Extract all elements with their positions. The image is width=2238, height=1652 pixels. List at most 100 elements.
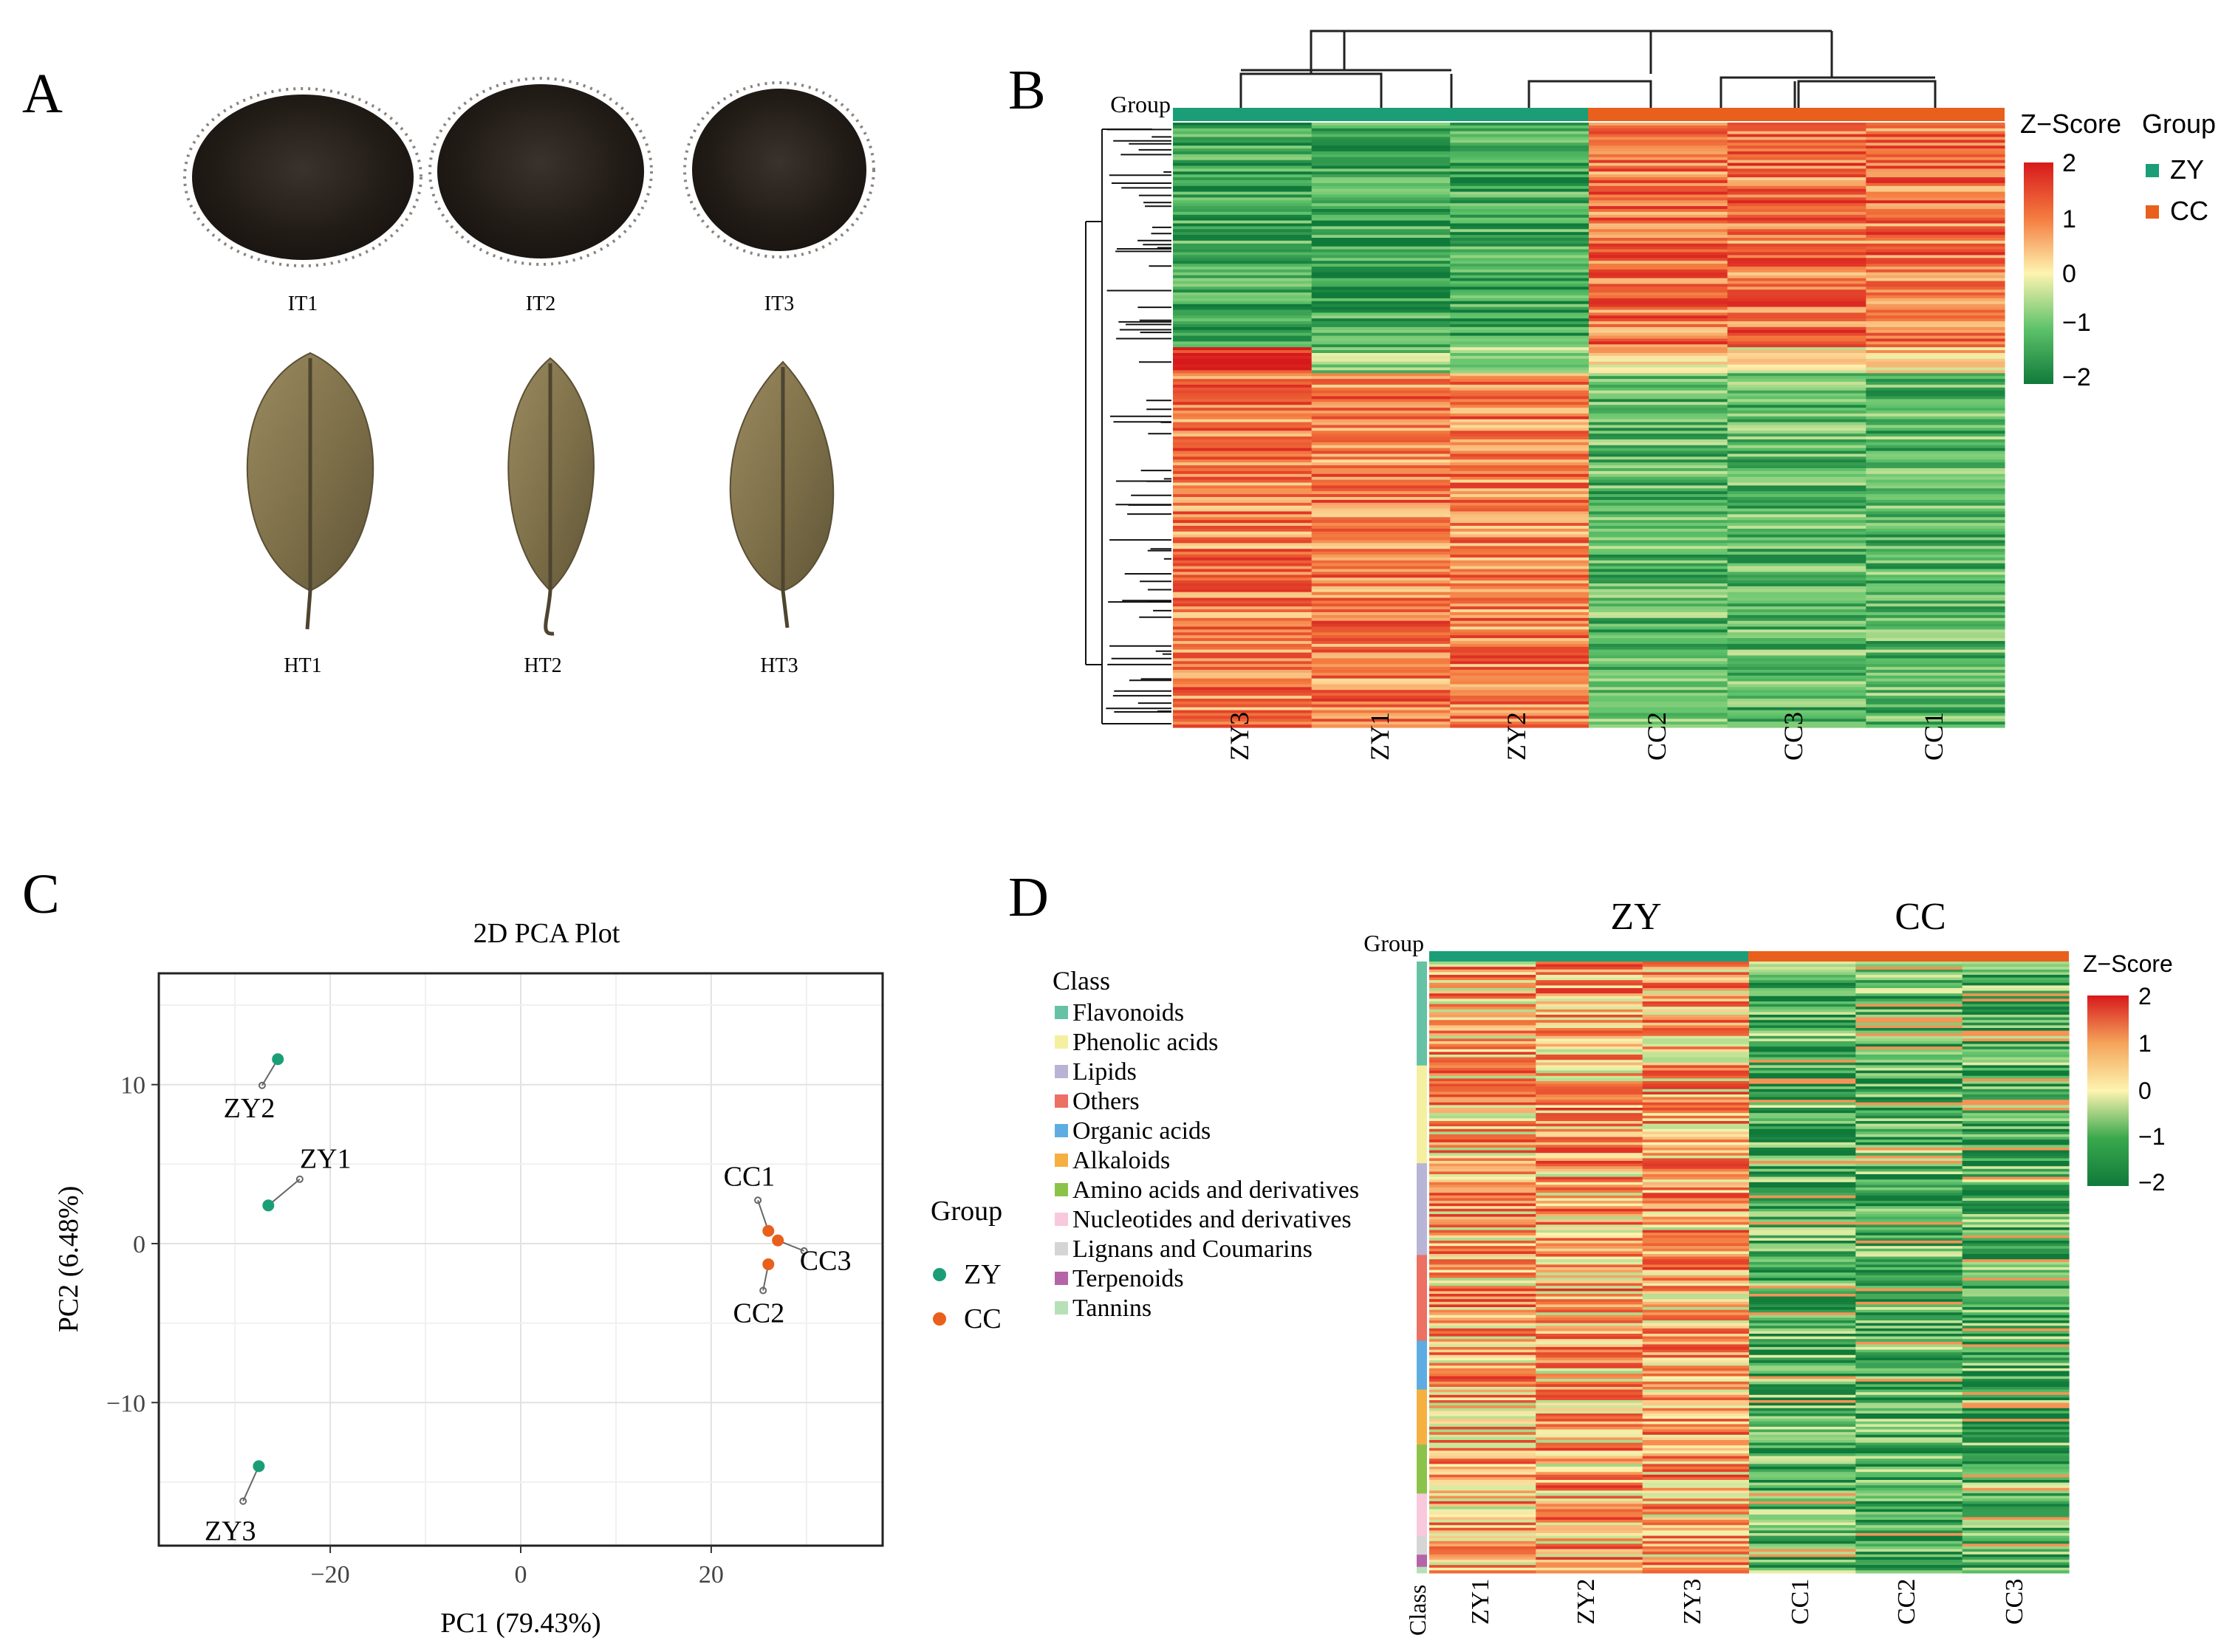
heat-cell-d: [1855, 1155, 1963, 1159]
heat-cell-b: [1866, 491, 2005, 495]
heat-cell-d: [1536, 1349, 1643, 1353]
heat-cell-d: [1429, 1254, 1536, 1258]
heat-cell-d: [1855, 1294, 1963, 1298]
heat-cell-d: [1429, 1411, 1536, 1414]
heat-cell-d: [1962, 1440, 2070, 1444]
heat-cell-b: [1311, 165, 1451, 169]
heat-cell-b: [1866, 646, 2005, 651]
heat-cell-b: [1173, 358, 1313, 363]
heat-cell-d: [1962, 1030, 2070, 1034]
heat-cell-b: [1727, 235, 1866, 239]
heat-cell-d: [1429, 1187, 1536, 1191]
heat-cell-b: [1173, 710, 1313, 714]
heat-cell-b: [1866, 370, 2005, 374]
sample-label-d-5: CC2: [1893, 1579, 1920, 1625]
heat-cell-d: [1962, 1349, 2070, 1353]
heat-cell-d: [1536, 1110, 1643, 1114]
heat-cell-b: [1866, 575, 2005, 578]
heat-cell-b: [1311, 609, 1451, 613]
heat-cell-d: [1642, 998, 1750, 1002]
heat-cell-b: [1727, 470, 1866, 475]
heat-cell-d: [1429, 1520, 1536, 1524]
heat-cell-d: [1536, 1176, 1643, 1180]
heat-cell-d: [1642, 1057, 1750, 1060]
heat-cell-d: [1855, 1453, 1963, 1457]
heat-cell-b: [1311, 563, 1451, 567]
heat-cell-b: [1311, 572, 1451, 575]
heat-cell-b: [1589, 453, 1728, 457]
heat-cell-d: [1642, 1554, 1750, 1557]
heat-cell-d: [1962, 1570, 2070, 1574]
heat-cell-d: [1429, 982, 1536, 986]
heat-cell-d: [1749, 1108, 1856, 1111]
heat-cell-d: [1642, 1477, 1750, 1481]
heat-cell-d: [1536, 1467, 1643, 1470]
heat-cell-d: [1429, 1360, 1536, 1364]
heat-cell-b: [1311, 724, 1451, 728]
heat-cell-d: [1536, 1185, 1643, 1188]
heat-cell-d: [1962, 1123, 2070, 1127]
heat-cell-d: [1855, 1248, 1963, 1252]
heat-cell-b: [1866, 341, 2005, 345]
heat-cell-b: [1866, 255, 2005, 258]
heat-cell-b: [1450, 606, 1589, 610]
group-row-label-d: Group: [1363, 930, 1424, 956]
heat-cell-b: [1866, 508, 2005, 513]
heat-cell-d: [1749, 1267, 1856, 1271]
heat-cell-b: [1311, 387, 1451, 391]
heat-cell-d: [1962, 1514, 2070, 1518]
heat-cell-d: [1429, 1392, 1536, 1396]
heat-cell-d: [1962, 1482, 2070, 1486]
heat-cell-b: [1450, 528, 1589, 532]
heat-cell-d: [1642, 1001, 1750, 1005]
heat-cell-b: [1311, 269, 1451, 273]
heat-cell-d: [1642, 1522, 1750, 1526]
heat-cell-d: [1962, 1267, 2070, 1271]
heat-cell-d: [1642, 977, 1750, 981]
heat-cell-d: [1749, 1387, 1856, 1391]
heat-cell-b: [1173, 123, 1313, 126]
heat-cell-d: [1642, 1121, 1750, 1125]
heat-cell-b: [1589, 678, 1728, 682]
heat-cell-d: [1962, 1402, 2070, 1406]
heat-cell-d: [1749, 1230, 1856, 1233]
heat-cell-d: [1429, 1081, 1536, 1085]
heat-cell-d: [1749, 1278, 1856, 1281]
heat-cell-d: [1536, 1081, 1643, 1085]
heat-cell-d: [1855, 1400, 1963, 1404]
heat-cell-d: [1536, 1490, 1643, 1494]
heat-cell-b: [1727, 560, 1866, 564]
heat-cell-d: [1429, 1387, 1536, 1391]
heat-cell-d: [1855, 1480, 1963, 1484]
heat-cell-b: [1173, 546, 1313, 549]
heat-cell-b: [1450, 399, 1589, 402]
heat-cell-d: [1749, 1504, 1856, 1507]
heat-cell-b: [1866, 264, 2005, 267]
heat-cell-b: [1311, 468, 1451, 472]
heat-cell-b: [1311, 318, 1451, 322]
heat-cell-d: [1536, 1562, 1643, 1566]
heat-cell-d: [1536, 1427, 1643, 1430]
class-bar-segment: [1417, 1163, 1427, 1255]
heat-cell-b: [1173, 476, 1313, 481]
heat-cell-b: [1727, 626, 1866, 630]
heat-cell-d: [1429, 1126, 1536, 1130]
heat-cell-d: [1642, 1301, 1750, 1305]
heat-cell-d: [1429, 1296, 1536, 1300]
heat-cell-b: [1311, 632, 1451, 636]
heat-cell-d: [1429, 1347, 1536, 1351]
heat-cell-b: [1311, 491, 1451, 495]
heat-cell-d: [1429, 1075, 1536, 1079]
heat-cell-d: [1855, 1365, 1963, 1369]
heat-cell-b: [1311, 422, 1451, 426]
heat-cell-b: [1173, 497, 1313, 501]
heat-cell-b: [1311, 549, 1451, 552]
heat-cell-b: [1589, 393, 1728, 397]
heat-cell-b: [1866, 505, 2005, 510]
heat-cell-b: [1173, 376, 1313, 380]
heat-cell-d: [1536, 1512, 1643, 1515]
heat-cell-d: [1855, 993, 1963, 997]
heat-cell-b: [1866, 379, 2005, 383]
heat-cell-b: [1866, 393, 2005, 397]
heat-cell-d: [1642, 1485, 1750, 1489]
